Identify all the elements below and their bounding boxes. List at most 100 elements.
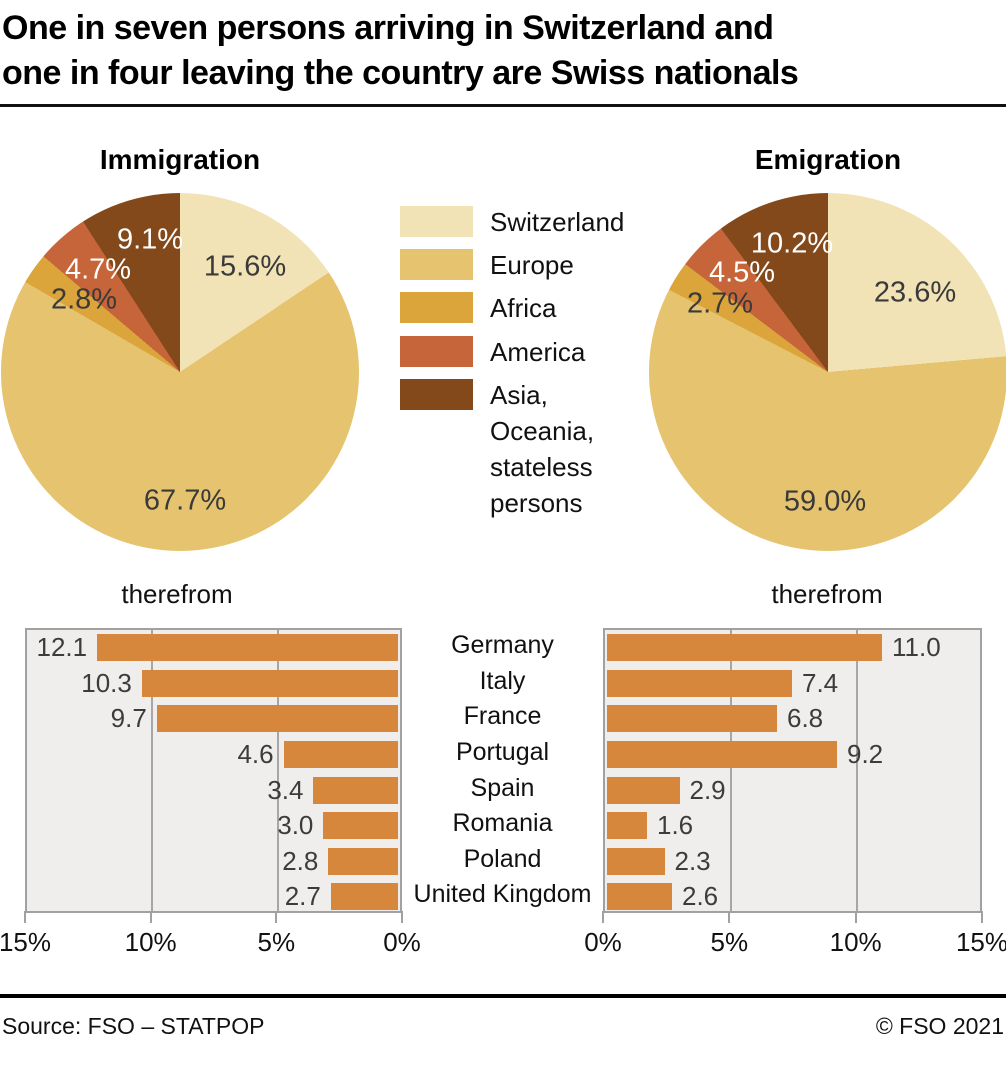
bar [607,812,647,840]
legend-label: Switzerland [490,207,625,237]
bar [323,812,398,840]
bar-category-label: Portugal [455,738,550,767]
bar-value-label: 2.6 [682,881,719,912]
bar-category-label: Italy [479,666,526,695]
bar-category-label: Spain [470,773,535,802]
pie-chart-emigration [649,193,1006,551]
pie-slice-label: 67.7% [143,484,227,517]
bar [607,847,665,875]
bar [330,883,398,911]
axis-tick-label: 5% [257,927,296,957]
legend-swatch [400,206,473,237]
page-title-line1: One in seven persons arriving in Switzer… [2,9,774,47]
axis-tick-label: 15% [0,927,52,957]
axis-tick [728,911,731,923]
pie-title-immigration: Immigration [99,144,261,175]
bar-value-label: 6.8 [787,703,824,734]
bar-value-label: 9.2 [847,739,884,770]
pie-slice-label: 9.1% [116,223,184,256]
bar [607,776,680,804]
page-title-line2: one in four leaving the country are Swis… [2,54,799,92]
page-title: One in seven persons arriving in Switzer… [2,6,1002,96]
bar [607,669,792,697]
legend-label: Africa [490,293,557,323]
pie-slice-label: 23.6% [873,276,957,309]
bar-value-label: 4.6 [237,739,274,770]
bar [313,776,398,804]
bar [607,705,777,733]
bar-value-label: 3.0 [277,810,314,841]
bar-value-label: 2.7 [284,881,321,912]
bar-category-labels: Germany Italy France Portugal Spain Romania Po… [402,628,603,913]
legend-label: Europe [490,250,574,280]
copyright-note: © FSO 2021 [875,1013,1004,1039]
bar-value-label: 1.6 [657,810,694,841]
legend-label: America [490,337,586,367]
gridline-5pct [730,630,732,911]
bar [141,669,398,697]
pie-slice-label: 10.2% [750,227,834,260]
pie-slice-label: 15.6% [203,250,287,283]
bar-title-emigration: therefrom [771,579,883,609]
axis-tick-label: 15% [955,927,1006,957]
axis-tick-label: 10% [124,927,177,957]
bar-value-label: 10.3 [81,667,132,698]
pie-slice-label: 2.7% [686,287,754,320]
bar-row: 2.7 [27,879,400,915]
bar-row: 2.3 [605,844,980,880]
bar-row: 11.0 [605,630,980,666]
bar-row: 3.4 [27,772,400,808]
source-note: Source: FSO – STATPOP [2,1013,265,1039]
bar-value-label: 2.8 [282,845,319,876]
bar-row: 1.6 [605,808,980,844]
bar-row: 2.6 [605,879,980,915]
pie-slice-label: 2.8% [50,283,118,316]
legend-swatch [400,379,473,410]
bar-row: 4.6 [27,737,400,773]
bar-category-label: Poland [463,844,542,873]
bar-row: 2.8 [27,844,400,880]
gridline-5pct [277,630,279,911]
bar-category-label: United Kingdom [413,880,592,909]
bar-category-label: France [463,702,542,731]
bar-plot-emigration: 11.0 7.4 6.8 9.2 2.9 1.6 2.3 2.6 [603,628,982,913]
bar-value-label: 12.1 [36,632,88,663]
axis-tick [275,911,278,923]
bar-category-label: Germany [451,631,554,660]
legend-swatch [400,292,473,323]
bar-plot-immigration: 12.1 10.3 9.7 4.6 3.4 3.0 2.8 2.7 [25,628,402,913]
pie-slice-label: 4.5% [708,256,776,289]
bar [156,705,398,733]
pie-slice-label: 59.0% [783,485,867,518]
gridline-10pct [151,630,153,911]
bar-row: 3.0 [27,808,400,844]
axis-tick [602,911,604,923]
bar-title-immigration: therefrom [121,579,233,609]
bar-value-label: 3.4 [267,774,304,805]
bar-value-label: 7.4 [802,667,839,698]
pie-slice-label: 4.7% [64,253,132,286]
bar-value-label: 2.3 [674,845,711,876]
axis-tick [981,911,983,923]
bar-value-label: 9.7 [110,703,147,734]
bar-row: 9.2 [605,737,980,773]
bars-immigration: 12.1 10.3 9.7 4.6 3.4 3.0 2.8 2.7 [27,630,400,911]
bar-category-label: Romania [452,809,553,838]
title-divider [0,104,1006,107]
bar [607,634,882,662]
axis-tick [854,911,857,923]
bar-row: 6.8 [605,701,980,737]
bar-value-label: 2.9 [689,774,726,805]
bar-row: 10.3 [27,666,400,702]
axis-tick-label: 5% [710,927,749,957]
bar-row: 9.7 [27,701,400,737]
pie-title-emigration: Emigration [754,144,902,175]
axis-tick-label: 0% [584,927,622,957]
pie-chart-immigration [1,193,359,551]
bar-value-label: 11.0 [892,632,941,663]
footer-divider [0,994,1006,998]
bar [607,883,672,911]
axis-tick [149,911,152,923]
bar [283,741,398,769]
bar [607,741,837,769]
